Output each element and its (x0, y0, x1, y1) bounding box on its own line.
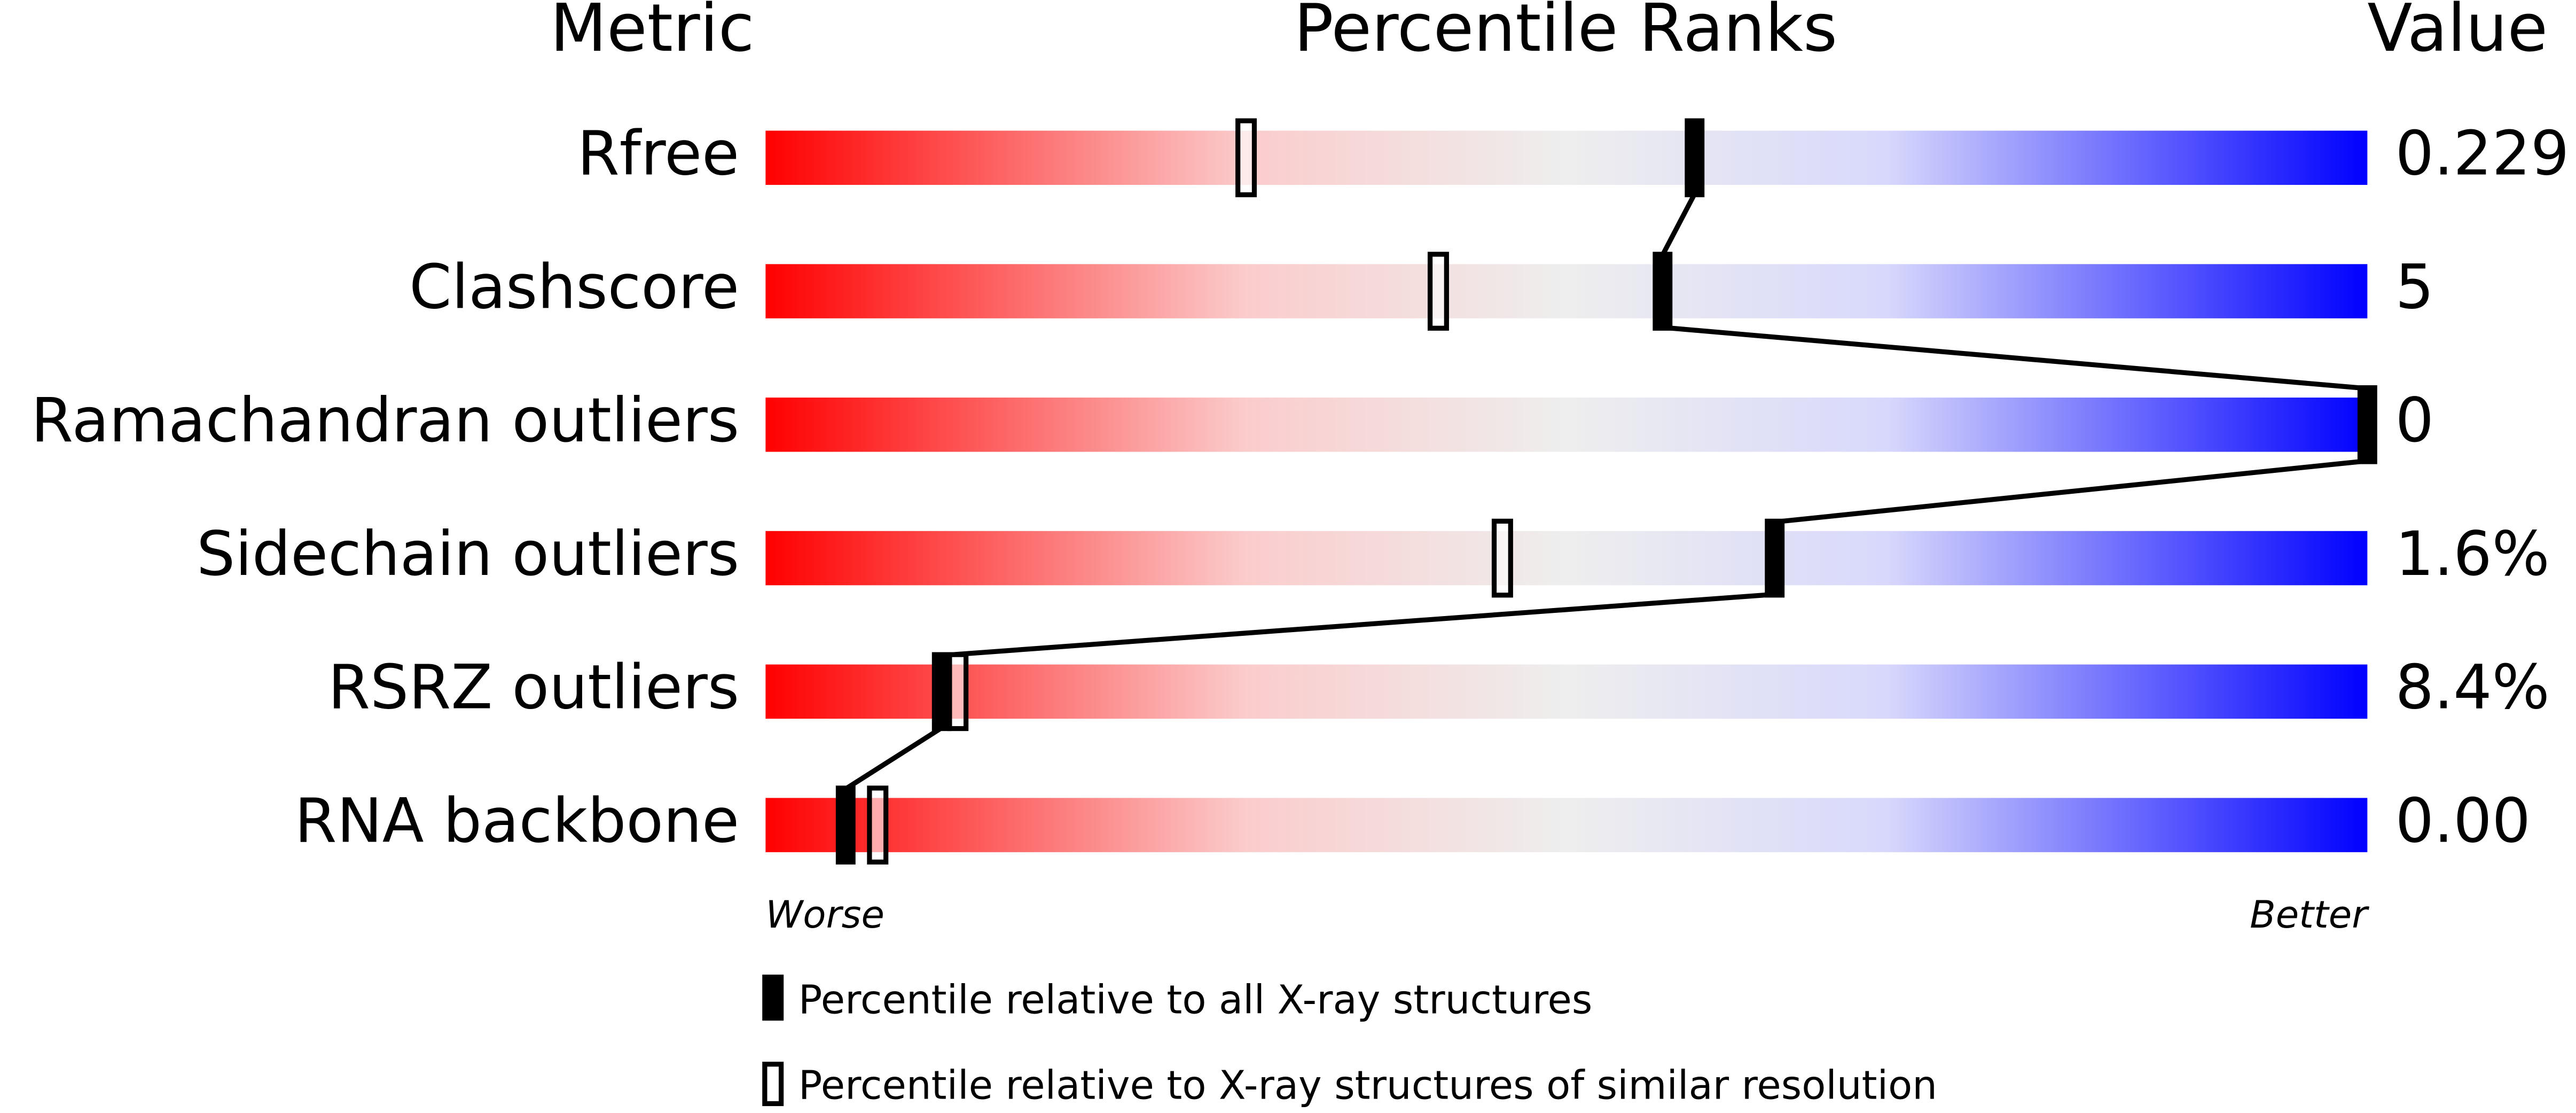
axis-worse: Worse (765, 892, 884, 937)
metric-value: 0.00 (2395, 785, 2531, 856)
slider-bar (765, 398, 2368, 452)
legend-swatch-open (762, 1062, 784, 1107)
slider-bar (765, 130, 2368, 185)
metric-label: Sidechain outliers (197, 518, 739, 589)
percentile-marker-similar (947, 652, 969, 731)
slider-bar (765, 531, 2368, 586)
header-value: Value (2367, 0, 2548, 67)
percentile-marker-all (1653, 252, 1673, 331)
percentile-marker-all (1685, 118, 1705, 198)
metric-value: 0 (2395, 385, 2434, 456)
percentile-marker-all (835, 785, 856, 865)
metric-label: Ramachandran outliers (31, 385, 739, 456)
percentile-marker-similar (1491, 518, 1513, 598)
percentile-marker-similar (1427, 252, 1449, 331)
percentile-marker-all (2357, 385, 2377, 464)
percentile-marker-similar (867, 785, 889, 865)
slider-bar (765, 664, 2368, 719)
percentile-marker-similar (1235, 118, 1257, 198)
legend-label: Percentile relative to X-ray structures … (798, 1062, 1937, 1108)
percentile-marker-all (1765, 518, 1785, 598)
metric-value: 1.6% (2395, 518, 2550, 589)
metric-value: 8.4% (2395, 652, 2550, 723)
metric-label: Clashscore (409, 251, 739, 322)
connector-line (844, 192, 2368, 791)
metric-value: 0.229 (2395, 118, 2570, 189)
metric-label: Rfree (577, 118, 739, 189)
header-percentile: Percentile Ranks (1294, 0, 1837, 67)
metric-value: 5 (2395, 251, 2434, 322)
header-metric: Metric (550, 0, 754, 67)
metric-label: RSRZ outliers (328, 652, 739, 723)
legend-label: Percentile relative to all X-ray structu… (798, 977, 1592, 1023)
percentile-marker-all (931, 652, 952, 731)
slider-bar (765, 798, 2368, 852)
metric-label: RNA backbone (295, 785, 740, 856)
legend-swatch-filled (762, 975, 784, 1021)
slider-bar (765, 264, 2368, 318)
axis-better: Better (2250, 892, 2369, 937)
